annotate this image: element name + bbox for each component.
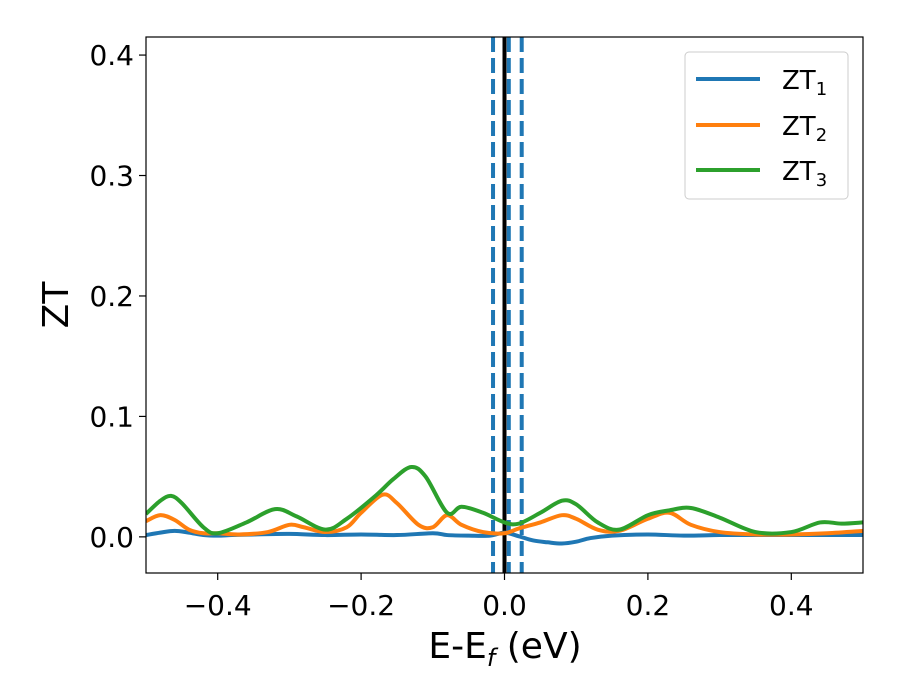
series-line-zt1	[146, 528, 863, 546]
reference-lines	[491, 37, 524, 573]
legend-name-zt1: ZT	[782, 66, 816, 96]
legend: ZT1 ZT2 ZT3	[684, 51, 849, 200]
legend-label-zt3: ZT3	[782, 157, 827, 191]
legend-entry-zt2: ZT2	[696, 112, 827, 146]
y-tick-label: 0.0	[89, 521, 134, 554]
legend-entry-zt3: ZT3	[696, 157, 827, 191]
legend-box	[684, 51, 849, 200]
y-tick-label: 0.3	[89, 160, 134, 193]
y-axis: 0.0 0.1 0.2 0.3 0.4	[89, 39, 146, 554]
legend-label-zt2: ZT2	[782, 112, 827, 146]
x-tick-label: 0.4	[769, 589, 814, 622]
series-layer	[146, 464, 863, 546]
legend-label-zt1: ZT1	[782, 66, 827, 100]
x-axis-title-unit: (eV)	[495, 626, 581, 667]
legend-entry-zt1: ZT1	[696, 66, 827, 100]
legend-name-zt2: ZT	[782, 112, 816, 142]
y-tick-label: 0.1	[89, 400, 134, 433]
x-axis: −0.4 −0.2 0.0 0.2 0.4	[184, 573, 814, 622]
legend-sub-zt1: 1	[816, 79, 827, 100]
x-axis-title: E-Ef (eV)	[428, 626, 581, 672]
x-tick-label: 0.0	[482, 589, 527, 622]
x-tick-label: −0.4	[184, 589, 252, 622]
legend-sub-zt2: 2	[816, 125, 827, 146]
y-axis-title: ZT	[36, 281, 77, 329]
x-tick-label: −0.2	[327, 589, 395, 622]
y-tick-label: 0.4	[89, 39, 134, 72]
x-tick-label: 0.2	[626, 589, 671, 622]
legend-name-zt3: ZT	[782, 157, 816, 187]
x-axis-title-main: E-E	[428, 626, 486, 667]
series-line-zt3	[146, 464, 863, 536]
y-tick-label: 0.2	[89, 280, 134, 313]
legend-sub-zt3: 3	[816, 170, 827, 191]
